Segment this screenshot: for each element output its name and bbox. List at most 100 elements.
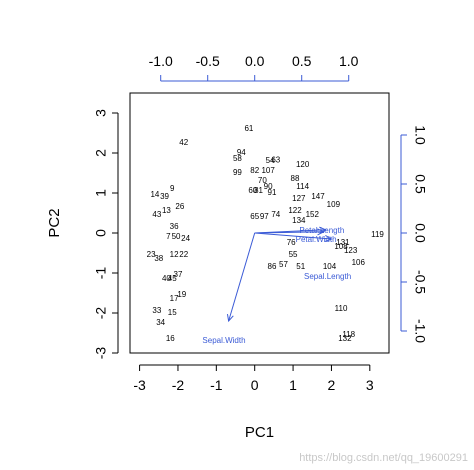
left-tick-label: -2 (93, 307, 109, 320)
observation-label: 60 (248, 186, 257, 195)
top-tick-label: 0.0 (245, 53, 265, 69)
bottom-tick-label: 2 (328, 377, 336, 393)
right-tick-label: 0.0 (412, 223, 428, 243)
observation-label: 106 (352, 258, 366, 267)
variable-arrow-shaft (228, 232, 256, 322)
observation-label: 132 (338, 334, 352, 343)
observation-label: 82 (250, 166, 259, 175)
observation-label: 55 (289, 250, 298, 259)
observation-label: 114 (296, 182, 309, 191)
left-tick-label: -3 (93, 347, 109, 360)
observation-label: 14 (150, 190, 159, 199)
observation-label: 34 (156, 318, 165, 327)
observation-label: 88 (291, 174, 300, 183)
observation-label: 123 (344, 246, 358, 255)
variable-label: Sepal.Length (304, 272, 351, 281)
observation-label: 147 (311, 192, 325, 201)
bottom-tick-label: 0 (251, 377, 259, 393)
watermark-text: https://blog.csdn.net/qq_19600291 (299, 452, 468, 464)
observation-label: 118 (342, 330, 355, 339)
plot-frame (129, 92, 390, 354)
observation-label: 15 (168, 308, 177, 317)
right-tick-label: -1.0 (412, 319, 428, 343)
variable-arrow (254, 228, 325, 236)
variable-arrow-shaft (254, 231, 324, 234)
observation-label: 119 (371, 230, 384, 239)
observation-label: 17 (170, 294, 179, 303)
observation-label: 122 (288, 206, 302, 215)
observation-label: 99 (233, 168, 242, 177)
observation-label: 61 (244, 124, 253, 133)
left-tick-label: 3 (93, 109, 109, 117)
observation-label: 39 (160, 192, 169, 201)
observation-label: 42 (179, 138, 188, 147)
observation-label: 81 (254, 186, 263, 195)
observation-label: 16 (166, 334, 175, 343)
observation-label: 74 (271, 210, 280, 219)
observation-label: 7 (166, 232, 171, 241)
observation-label: 94 (237, 148, 246, 157)
bottom-tick-label: -2 (172, 377, 185, 393)
observation-label: 50 (172, 232, 181, 241)
top-tick-label: 1.0 (339, 53, 359, 69)
observation-label: 120 (296, 160, 310, 169)
bottom-tick-label: 1 (289, 377, 297, 393)
observation-label: 90 (264, 182, 273, 191)
top-tick-label: -0.5 (196, 53, 220, 69)
observation-label: 86 (268, 262, 277, 271)
observation-label: 65 (250, 212, 259, 221)
variable-arrow-shaft (254, 232, 332, 240)
observation-label: 38 (154, 254, 163, 263)
observation-label: 131 (336, 238, 350, 247)
variable-arrow-head (324, 235, 333, 243)
observation-label: 33 (152, 306, 161, 315)
observation-label: 76 (287, 238, 296, 247)
bottom-tick-label: -1 (210, 377, 223, 393)
bottom-tick-label: 3 (366, 377, 374, 393)
variable-arrows: Sepal.Width Sepal.Length Petal.LengthPetal… (202, 226, 351, 345)
top-tick-label: 0.5 (292, 53, 312, 69)
variable-label: Petal.Length (299, 226, 344, 235)
observation-label: 91 (268, 188, 277, 197)
variable-arrow-head (317, 228, 325, 236)
observation-label: 58 (233, 154, 242, 163)
observation-label: 54 (266, 156, 275, 165)
observation-label: 107 (261, 166, 275, 175)
variable-arrow-head (226, 314, 234, 323)
observation-label: 51 (296, 262, 305, 271)
observation-label: 104 (323, 262, 337, 271)
right-tick-label: 0.5 (412, 174, 428, 194)
left-tick-label: 0 (93, 229, 109, 237)
observation-label: 22 (179, 250, 188, 259)
variable-arrow (226, 232, 256, 323)
right-tick-label: 1.0 (412, 125, 428, 145)
variable-arrow (254, 232, 333, 243)
left-tick-label: 2 (93, 149, 109, 157)
observation-label: 108 (334, 242, 348, 251)
right-tick-label: -0.5 (412, 270, 428, 294)
observation-label: 13 (162, 206, 171, 215)
x-axis-title: PC1 (245, 424, 274, 441)
bottom-tick-label: -3 (133, 377, 146, 393)
observation-label: 12 (170, 250, 179, 259)
observation-label: 26 (175, 202, 184, 211)
y-axis-title: PC2 (46, 208, 63, 237)
observation-label: 9 (170, 184, 175, 193)
left-tick-label: 1 (93, 189, 109, 197)
observation-label: 127 (292, 194, 306, 203)
observation-label: 37 (174, 270, 183, 279)
top-tick-label: -1.0 (149, 53, 173, 69)
left-tick-label: -1 (93, 267, 109, 280)
observation-label: 45 (168, 274, 177, 283)
observation-label: 57 (279, 260, 288, 269)
observation-label: 97 (260, 212, 269, 221)
observation-label: 152 (306, 210, 320, 219)
observation-label: 40 (162, 274, 171, 283)
observation-label: 134 (292, 216, 306, 225)
observation-label: 110 (335, 304, 348, 313)
